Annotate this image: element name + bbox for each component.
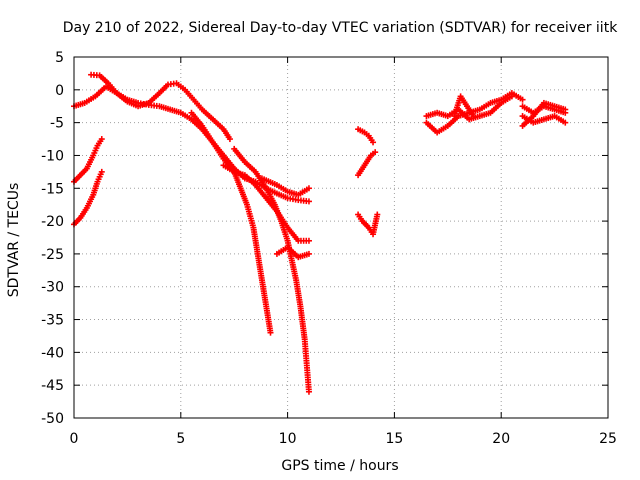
y-tick-labels: 5 0 -5 -10 -15 -20 -25 -30 -35 -40 -45 -50 [41,50,64,427]
data-point [267,329,274,336]
series-arc-short-top-right [258,175,312,198]
y-tick-label: -50 [41,411,64,427]
data-point [370,139,377,146]
series-arc-14h-upper [355,126,377,146]
y-tick-label: -5 [50,116,64,132]
x-tick-label: 10 [279,431,297,447]
series-arc-night-b [519,113,569,126]
data-point [519,96,526,103]
data-point [374,211,381,218]
series-arc-dip-to-37 [188,109,274,336]
x-tick-label: 0 [70,431,79,447]
series-arc-14h-mid [355,149,379,179]
data-point [226,136,233,143]
series-arc-hump [88,71,233,143]
series-arc-night-c [519,99,569,129]
data-point [372,149,379,156]
data-point [562,119,569,126]
y-tick-label: 0 [55,83,64,99]
y-tick-label: -25 [41,247,64,263]
x-tick-labels: 0 5 10 15 20 25 [70,431,617,447]
y-tick-label: -35 [41,313,64,329]
data-point [470,113,477,120]
x-axis-label: GPS time / hours [281,458,398,474]
data-point [98,168,105,175]
series-arc-left-lower [71,168,105,228]
y-tick-label: -45 [41,378,64,394]
y-tick-label: 5 [55,50,64,66]
y-tick-label: -40 [41,345,64,361]
data-point [508,93,515,100]
data-point [305,198,312,205]
chart-title: Day 210 of 2022, Sidereal Day-to-day VTE… [63,20,618,36]
y-tick-label: -30 [41,280,64,296]
x-tick-label: 5 [176,431,185,447]
data-point [305,237,312,244]
series-arc-evening-c [451,93,477,120]
x-tick-label: 15 [385,431,403,447]
data-marks [71,71,569,395]
plot-frame [73,56,609,419]
y-tick-label: -20 [41,214,64,230]
x-tick-label: 20 [492,431,510,447]
data-point [305,388,312,395]
series-arc-14h-low [355,211,381,238]
data-point [98,136,105,143]
data-point [562,106,569,113]
y-tick-label: -10 [41,148,64,164]
y-axis-label: SDTVAR / TECUs [6,183,22,298]
data-point [305,185,312,192]
y-tick-label: -15 [41,181,64,197]
series-arc-mid-right [220,162,312,244]
data-point [305,250,312,257]
series-arc-low-right [273,244,312,261]
x-tick-label: 25 [599,431,617,447]
